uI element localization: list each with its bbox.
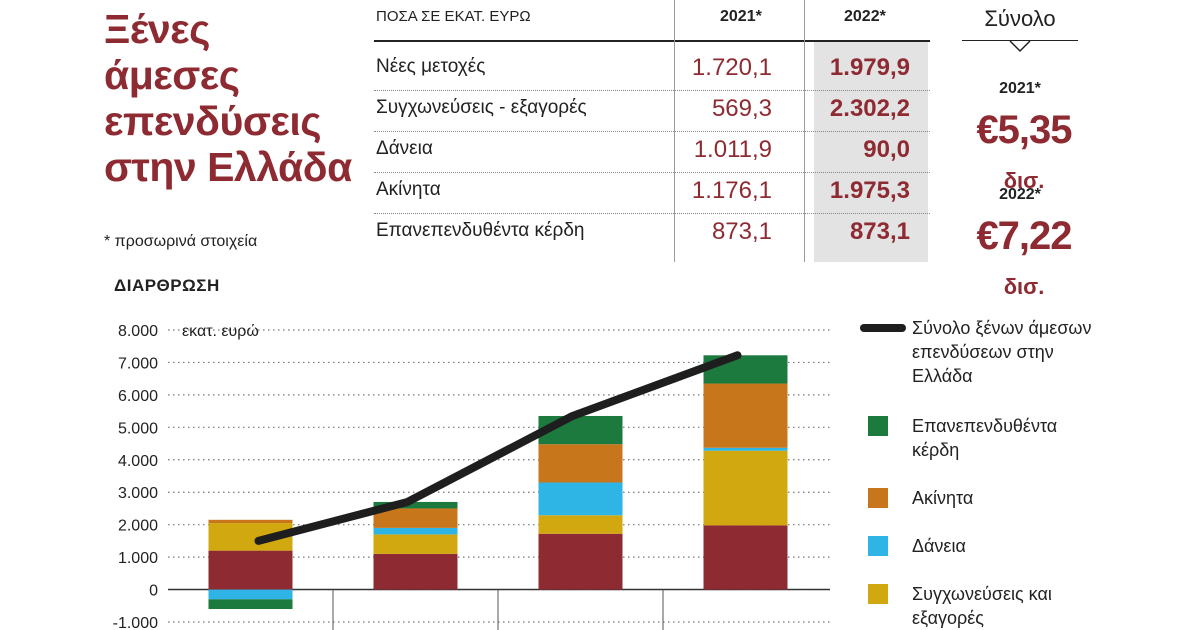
bar-segment xyxy=(373,534,458,554)
bar-segment xyxy=(208,519,293,524)
row-label: Νέες μετοχές xyxy=(376,56,486,77)
bar-segment xyxy=(538,515,623,534)
totals-header: Σύνολο xyxy=(984,6,1056,31)
value-2021: 1.720,1 xyxy=(691,54,772,81)
data-table: ΠΟΣΑ ΣΕ ΕΚΑΤ. ΕΥΡΩ 2021* 2022* Νέες μετο… xyxy=(374,0,934,262)
value-2021: 1.176,1 xyxy=(691,177,772,204)
chart-title: ΔΙΑΡΘΡΩΣΗ xyxy=(114,276,220,295)
column-2022-highlight xyxy=(814,42,928,262)
legend-swatch xyxy=(868,488,888,508)
bar-segment xyxy=(703,447,788,451)
total-amount: €5,35 xyxy=(976,108,1072,152)
total-unit: δισ. xyxy=(1003,274,1045,299)
header-divider xyxy=(374,40,930,42)
bar-segment xyxy=(373,508,458,528)
y-tick-label: 8.000 xyxy=(118,323,158,340)
total-amount: €7,22 xyxy=(976,214,1072,258)
value-2022: 1.975,3 xyxy=(829,177,910,204)
total-value-2021: €5,35 δισ. xyxy=(954,108,1094,198)
total-unit: δισ. xyxy=(1003,168,1045,193)
row-divider xyxy=(374,131,930,132)
legend-label: Ακίνητα xyxy=(912,488,974,508)
y-axis-unit-label: εκατ. ευρώ xyxy=(182,323,259,340)
value-2022: 2.302,2 xyxy=(829,95,910,122)
row-label: Δάνεια xyxy=(376,138,433,159)
title-line: στην Ελλάδα xyxy=(104,144,352,190)
y-tick-label: 2.000 xyxy=(118,518,158,535)
legend-swatch xyxy=(868,416,888,436)
total-year-2022: 2022* xyxy=(999,186,1041,203)
row-label: Ακίνητα xyxy=(376,179,441,200)
bar-segment xyxy=(703,525,788,590)
table-row: Νέες μετοχές 1.720,1 1.979,9 xyxy=(374,48,930,89)
table-row: Ακίνητα 1.176,1 1.975,3 xyxy=(374,171,930,212)
table-row: Δάνεια 1.011,9 90,0 xyxy=(374,130,930,171)
y-tick-label: 7.000 xyxy=(118,355,158,372)
y-tick-label: 3.000 xyxy=(118,485,158,502)
row-label: Συγχωνεύσεις - εξαγορές xyxy=(376,97,587,118)
table-row: Επανεπενδυθέντα κέρδη 873,1 873,1 xyxy=(374,212,930,253)
table-header-2022: 2022* xyxy=(844,8,886,25)
table-row: Συγχωνεύσεις - εξαγορές 569,3 2.302,2 xyxy=(374,89,930,130)
value-2022: 873,1 xyxy=(849,218,910,245)
legend-swatch xyxy=(868,536,888,556)
value-2022: 1.979,9 xyxy=(829,54,910,81)
y-tick-label: 5.000 xyxy=(118,420,158,437)
value-2022: 90,0 xyxy=(863,136,910,163)
table-header-2021: 2021* xyxy=(720,8,762,25)
value-2021: 569,3 xyxy=(711,95,772,122)
y-tick-label: 4.000 xyxy=(118,453,158,470)
bar-segment xyxy=(208,599,293,610)
bar-segment xyxy=(208,589,293,600)
bar-segment xyxy=(703,450,788,526)
total-series-line xyxy=(254,351,742,545)
row-divider xyxy=(374,90,930,91)
legend-label: Δάνεια xyxy=(912,536,966,556)
legend-label: Σύνολο ξένων άμεσων επενδύσεων στην Ελλά… xyxy=(912,318,1092,386)
y-tick-label: 0 xyxy=(149,583,158,600)
row-divider xyxy=(374,213,930,214)
legend-swatch xyxy=(868,584,888,604)
legend-label: Επανεπενδυθέντα κέρδη xyxy=(912,416,1058,460)
value-2021: 873,1 xyxy=(711,218,772,245)
totals-divider xyxy=(962,40,1078,41)
stacked-bar-chart: 8.000 7.000 6.000 5.000 4.000 3.000 2.000 1.000… xyxy=(113,323,830,630)
footnote: * προσωρινά στοιχεία xyxy=(104,233,258,250)
y-tick-label: 1.000 xyxy=(118,550,158,567)
bar-segment xyxy=(208,550,293,590)
bar-segment xyxy=(703,383,788,448)
bar-segment xyxy=(538,533,623,590)
row-label: Επανεπενδυθέντα κέρδη xyxy=(376,220,585,241)
page-title: Ξένες άμεσες επενδύσεις στην Ελλάδα xyxy=(104,6,352,190)
total-year-2021: 2021* xyxy=(999,80,1041,97)
chevron-down-icon xyxy=(1009,40,1031,53)
bar-segment xyxy=(373,527,458,535)
y-tick-label: 6.000 xyxy=(118,388,158,405)
totals-panel: Σύνολο 2021* €5,35 δισ. 2022* €7,22 δισ. xyxy=(950,0,1090,299)
legend-label: Συγχωνεύσεις και εξαγορές xyxy=(912,584,1052,628)
legend-line-total xyxy=(860,324,906,332)
title-line: άμεσες xyxy=(104,52,240,98)
bar-segment xyxy=(373,553,458,590)
row-divider xyxy=(374,172,930,173)
bar-segment xyxy=(538,444,623,483)
title-line: επενδύσεις xyxy=(104,98,322,144)
total-value-2022: €7,22 δισ. xyxy=(954,214,1094,304)
bar-segment xyxy=(538,482,623,516)
title-line: Ξένες xyxy=(104,6,210,52)
y-tick-label: -1.000 xyxy=(113,615,158,630)
value-2021: 1.011,9 xyxy=(693,136,772,163)
bar-segment xyxy=(373,501,458,509)
table-header-label: ΠΟΣΑ ΣΕ ΕΚΑΤ. ΕΥΡΩ xyxy=(376,8,531,25)
